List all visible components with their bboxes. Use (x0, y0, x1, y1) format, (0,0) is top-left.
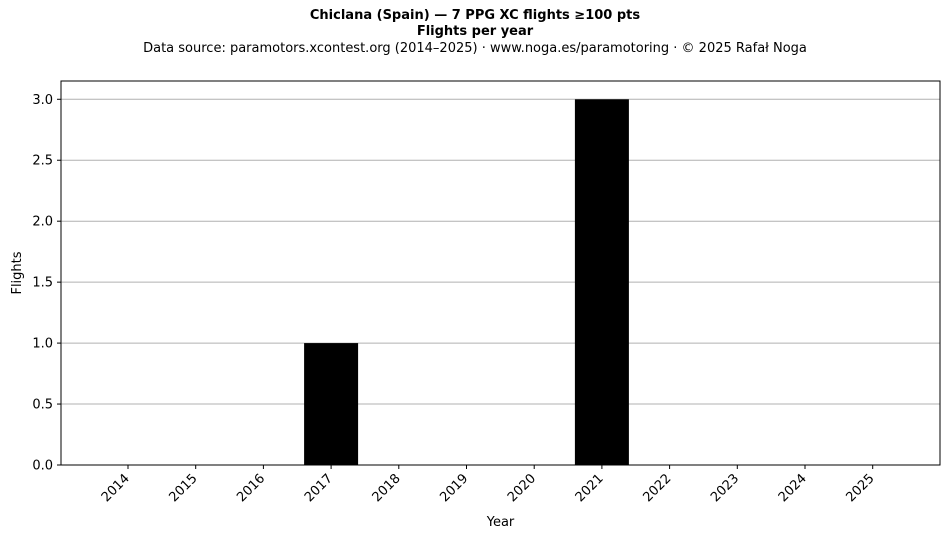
source-note: Data source: paramotors.xcontest.org (20… (143, 41, 807, 56)
y-tick-label: 2.0 (32, 215, 53, 230)
x-tick-label: 2023 (708, 471, 742, 505)
x-tick-label: 2016 (234, 471, 268, 505)
x-tick-label: 2022 (640, 471, 674, 505)
bar-layer (304, 99, 629, 466)
chart-titles: Chiclana (Spain) — 7 PPG XC flights ≥100… (0, 8, 950, 58)
y-tick-label: 2.5 (32, 154, 53, 169)
bar (574, 99, 629, 466)
chart-title: Chiclana (Spain) — 7 PPG XC flights ≥100… (309, 8, 641, 23)
y-tick-label: 0.5 (32, 398, 53, 413)
grid-layer (61, 98, 940, 466)
x-tick-label: 2017 (302, 471, 336, 505)
y-tick-label: 3.0 (32, 93, 53, 108)
y-tick-label: 0.0 (32, 459, 53, 474)
x-tick-label: 2024 (776, 471, 810, 505)
x-tick-label: 2025 (844, 471, 878, 505)
x-axis-label: Year (486, 515, 515, 530)
y-tick-label: 1.5 (32, 276, 53, 291)
chart-subtitle: Flights per year (416, 24, 534, 39)
x-tick-label: 2019 (437, 471, 471, 505)
x-tick-label: 2015 (167, 471, 201, 505)
x-tick-label: 2020 (505, 471, 539, 505)
bar (304, 343, 359, 465)
x-tick-label: 2014 (99, 471, 133, 505)
x-tick-label: 2018 (370, 471, 404, 505)
plot-frame (60, 80, 941, 466)
y-tick-label: 1.0 (32, 337, 53, 352)
x-tick-label: 2021 (573, 471, 607, 505)
y-axis-label: Flights (10, 251, 25, 294)
axis-layer: 0.0 0.5 1.0 1.5 2.0 2.5 3.0 2014 2015 2016 2017 201… (32, 93, 877, 505)
